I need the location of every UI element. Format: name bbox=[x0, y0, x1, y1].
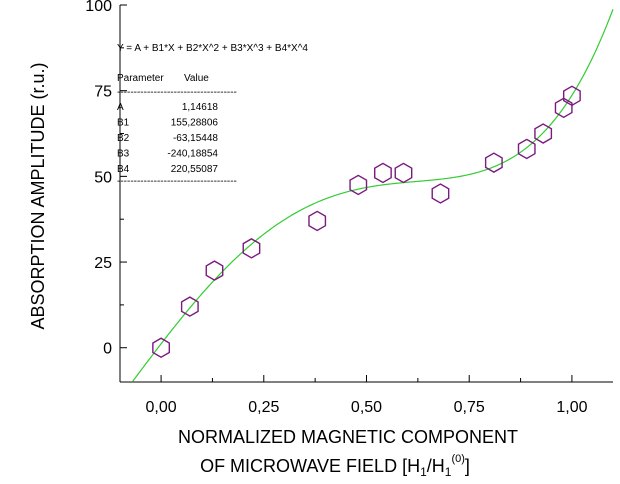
fit-param-name: A bbox=[117, 102, 124, 113]
fit-table-rows: A 1,14618 B1 155,28806 B2 -63,15448 B3 -240,188… bbox=[117, 102, 218, 175]
data-point-marker bbox=[517, 138, 536, 160]
x-tick-label: 1,00 bbox=[556, 399, 587, 416]
data-point-marker bbox=[349, 174, 368, 196]
data-point-marker bbox=[394, 162, 413, 184]
data-point-marker bbox=[152, 337, 171, 359]
y-axis-label: ABSORPTION AMPLITUDE (r.u.) bbox=[28, 62, 48, 329]
data-point-marker bbox=[374, 162, 392, 184]
fit-table-header-parameter: Parameter bbox=[117, 73, 164, 84]
ticks bbox=[120, 4, 573, 382]
x-axis-label-line1: NORMALIZED MAGNETIC COMPONENT bbox=[178, 427, 518, 447]
fit-param-name: B1 bbox=[117, 118, 130, 129]
tick-labels: 0,00 0,25 0,50 0,75 1,00 0 25 50 75 100 bbox=[85, 0, 587, 416]
fit-annotation: Y = A + B1*X + B2*X^2 + B3*X^3 + B4*X^4 … bbox=[117, 43, 308, 187]
data-point-marker bbox=[431, 183, 450, 204]
data-point-marker bbox=[308, 210, 327, 232]
fit-param-value: 220,55087 bbox=[171, 164, 219, 175]
fit-curve bbox=[131, 9, 614, 383]
x-axis-label-line2: OF MICROWAVE FIELD [H1/H1(0)] bbox=[200, 453, 470, 479]
x-tick-label: 0,50 bbox=[351, 399, 382, 416]
data-point-marker bbox=[562, 85, 581, 107]
y-tick-label: 50 bbox=[94, 169, 112, 186]
data-point-marker bbox=[554, 97, 573, 119]
y-tick-label: 25 bbox=[94, 255, 112, 272]
fit-formula: Y = A + B1*X + B2*X^2 + B3*X^3 + B4*X^4 bbox=[117, 43, 308, 54]
data-point-marker bbox=[242, 238, 261, 259]
fit-table-header-value: Value bbox=[184, 73, 209, 84]
data-points bbox=[152, 85, 581, 359]
data-point-marker bbox=[484, 152, 503, 173]
fit-param-name: B3 bbox=[117, 149, 130, 160]
fit-param-value: -63,15448 bbox=[173, 133, 218, 144]
x-tick-label: 0,25 bbox=[248, 399, 279, 416]
data-point-marker bbox=[534, 123, 553, 144]
fit-table-separator-top: ------------------------------------ bbox=[117, 87, 237, 98]
fit-param-name: B4 bbox=[117, 164, 130, 175]
y-tick-label: 100 bbox=[85, 0, 112, 15]
y-tick-label: 75 bbox=[94, 84, 112, 101]
fit-param-value: -240,18854 bbox=[167, 149, 218, 160]
x-tick-label: 0,00 bbox=[146, 399, 177, 416]
y-tick-label: 0 bbox=[103, 341, 112, 358]
data-point-marker bbox=[205, 260, 224, 281]
x-tick-label: 0,75 bbox=[454, 399, 485, 416]
fit-param-name: B2 bbox=[117, 133, 130, 144]
fit-param-value: 1,14618 bbox=[182, 102, 219, 113]
fit-param-value: 155,28806 bbox=[171, 118, 219, 129]
fit-table-separator-bottom: ------------------------------------ bbox=[117, 176, 237, 187]
data-point-marker bbox=[180, 296, 199, 317]
